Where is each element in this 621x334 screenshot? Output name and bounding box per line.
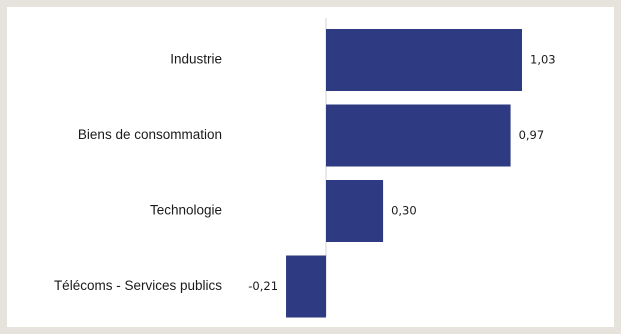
bar [326,180,384,242]
value-label: -0,21 [248,279,278,293]
value-label: 0,97 [519,128,545,142]
category-label: Technologie [150,203,222,218]
bar [326,104,511,167]
category-label: Industrie [170,52,222,67]
bar [286,255,326,318]
bar [326,29,522,91]
category-label: Biens de consommation [78,127,222,142]
category-label: Télécoms - Services publics [54,278,222,293]
value-label: 0,30 [391,204,417,218]
value-label: 1,03 [530,53,556,67]
